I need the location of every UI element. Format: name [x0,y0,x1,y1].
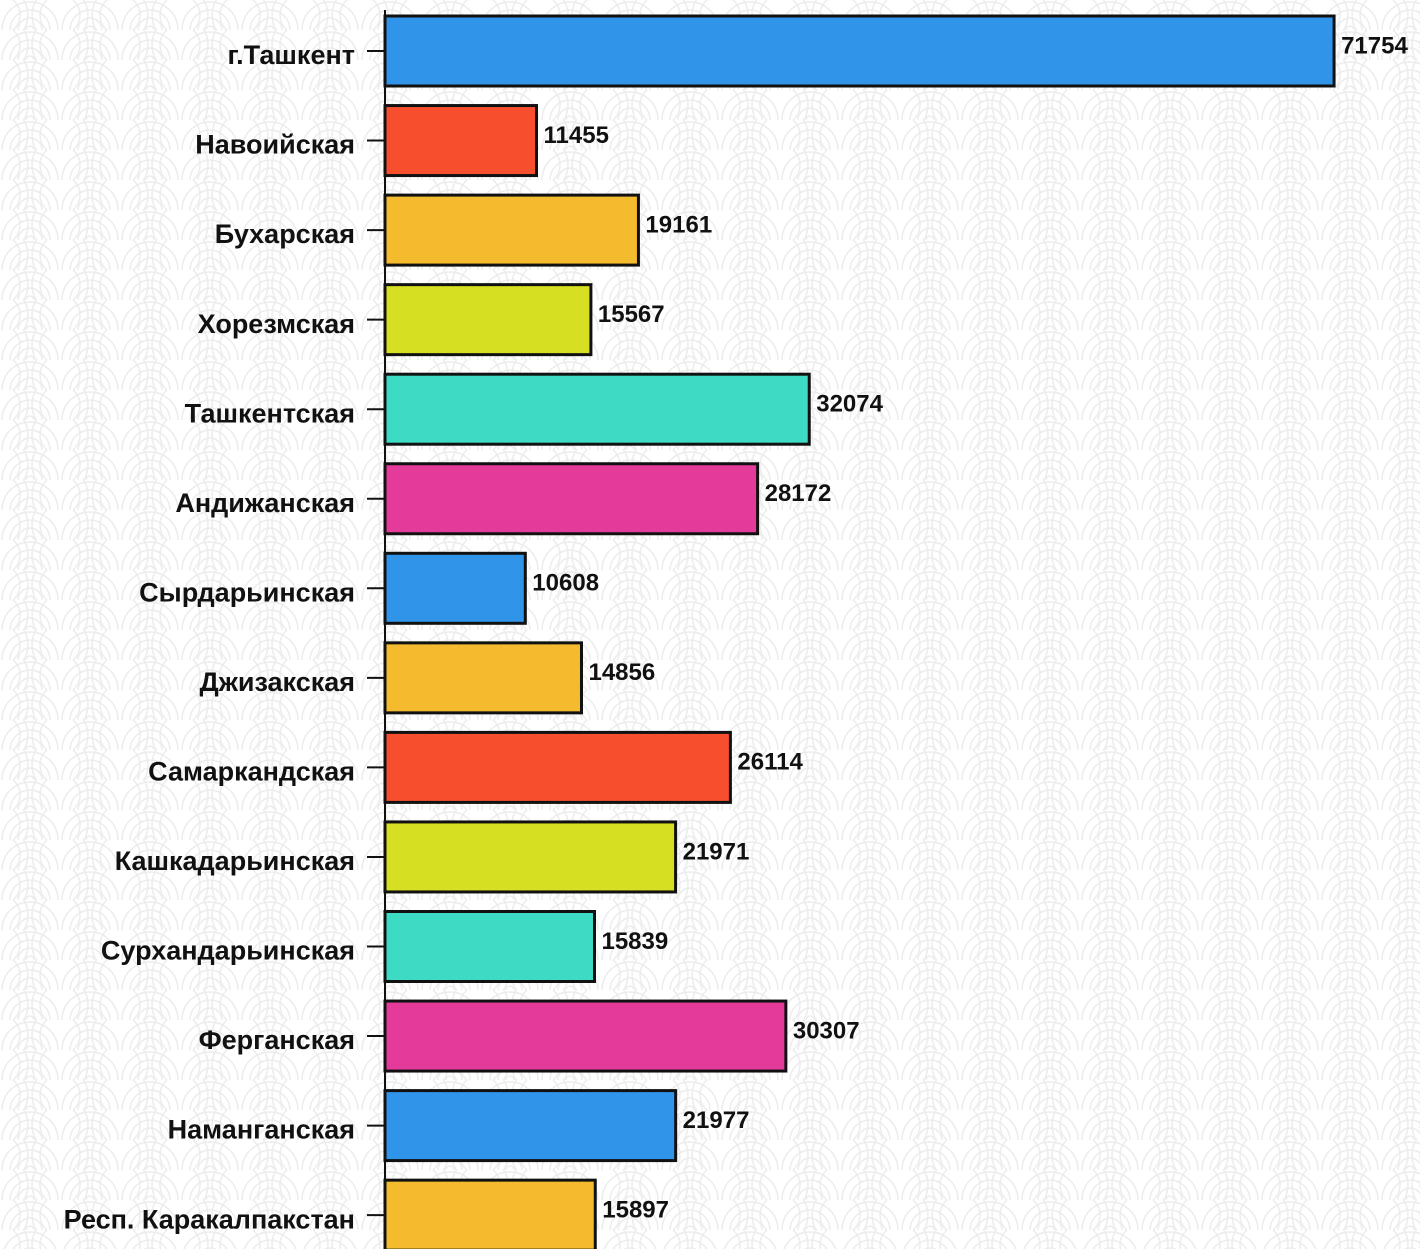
y-tick-label: Кашкадарьинская [115,846,355,876]
value-label: 28172 [765,480,832,507]
value-label: 15897 [602,1196,669,1223]
y-tick-label: Сурхандарьинская [101,936,355,966]
value-label: 32074 [816,391,883,418]
y-tick-label: Джизакская [199,667,355,697]
y-tick-label: Андижанская [175,488,355,518]
y-tick-label: Бухарская [215,219,355,249]
bar [383,372,811,446]
y-tick-label: Наманганская [168,1115,355,1145]
value-label: 19161 [645,211,712,238]
y-tick-label: Сырдарьинская [139,577,355,607]
value-label: 21971 [683,838,750,865]
y-tick-label: Самаркандская [148,757,355,787]
y-tick-label: Хорезмская [198,309,355,339]
value-label: 15839 [601,928,668,955]
value-label: 10608 [532,570,599,597]
value-label: 15567 [598,301,665,328]
y-tick-label: г.Ташкент [228,40,355,70]
value-label: 14856 [588,659,655,686]
bar [383,1178,597,1249]
bar [383,551,527,625]
bar [383,820,678,894]
y-tick-label: Ташкентская [185,398,355,428]
value-label: 21977 [683,1107,750,1134]
y-tick-label: Ферганская [199,1025,355,1055]
bar [383,104,539,178]
bar [383,910,596,983]
bar [383,730,732,804]
bar [383,641,583,715]
value-label: 26114 [737,749,803,776]
bar [383,283,593,357]
bar [383,14,1336,88]
value-label: 71754 [1341,32,1408,59]
bar [383,1089,678,1163]
bar [383,999,788,1073]
y-tick-label: Навоийская [195,130,355,160]
bar [383,193,640,267]
bar [383,462,760,536]
value-label: 11455 [544,122,609,149]
y-tick-label: Респ. Каракалпакстан [64,1204,355,1234]
value-label: 30307 [793,1017,860,1044]
